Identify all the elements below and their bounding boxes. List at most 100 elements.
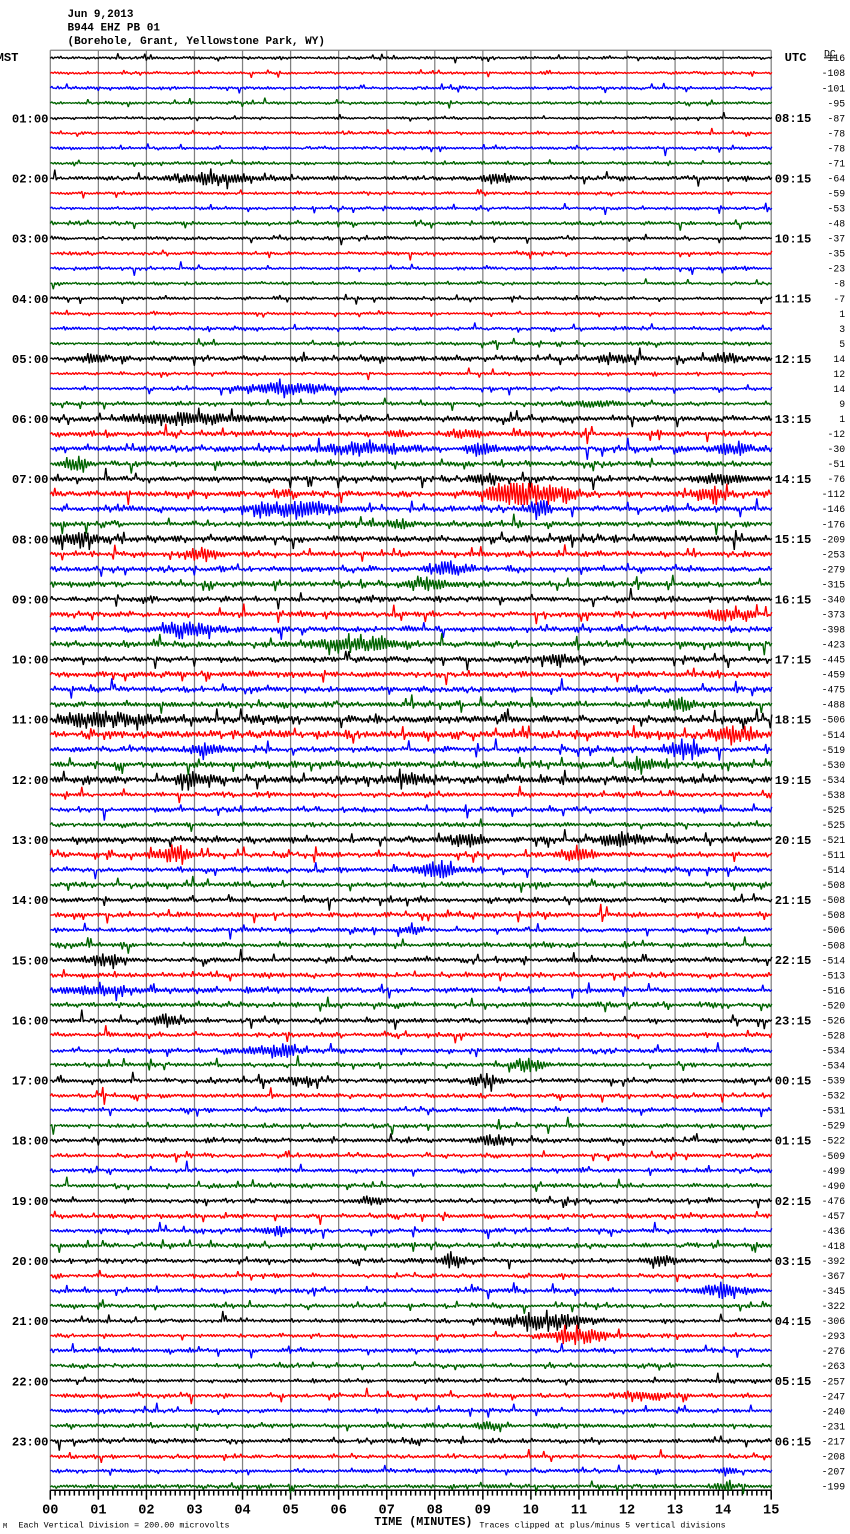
svg-text:-30: -30 <box>828 444 846 455</box>
svg-text:-231: -231 <box>822 1421 846 1432</box>
svg-text:14: 14 <box>715 1504 731 1519</box>
svg-text:18:15: 18:15 <box>775 714 812 728</box>
svg-text:19:00: 19:00 <box>12 1195 49 1209</box>
svg-text:-490: -490 <box>822 1181 846 1192</box>
svg-text:-95: -95 <box>828 98 846 109</box>
svg-text:10:00: 10:00 <box>12 654 49 668</box>
svg-text:20:00: 20:00 <box>12 1255 49 1269</box>
svg-text:-208: -208 <box>822 1452 846 1463</box>
svg-text:01:00: 01:00 <box>12 112 49 126</box>
svg-text:-531: -531 <box>822 1106 846 1117</box>
svg-text:-508: -508 <box>822 940 846 951</box>
svg-text:-459: -459 <box>822 670 846 681</box>
svg-text:-8: -8 <box>833 279 845 290</box>
svg-text:-418: -418 <box>822 1241 846 1252</box>
svg-text:-78: -78 <box>828 128 846 139</box>
svg-text:-340: -340 <box>822 595 846 606</box>
svg-text:14:00: 14:00 <box>12 894 49 908</box>
svg-text:08: 08 <box>427 1504 443 1519</box>
svg-text:-534: -534 <box>822 775 846 786</box>
svg-text:-529: -529 <box>822 1121 846 1132</box>
svg-text:11:15: 11:15 <box>775 293 812 307</box>
svg-text:-209: -209 <box>822 534 846 545</box>
svg-text:-345: -345 <box>822 1286 846 1297</box>
svg-text:01:15: 01:15 <box>775 1135 812 1149</box>
svg-text:Each Vertical Division = 200.: Each Vertical Division = 200.00 microvol… <box>19 1521 230 1531</box>
svg-text:15:15: 15:15 <box>775 533 812 547</box>
svg-text:01: 01 <box>90 1504 106 1519</box>
svg-text:21:00: 21:00 <box>12 1315 49 1329</box>
svg-text:B944 EHZ PB 01: B944 EHZ PB 01 <box>68 22 161 34</box>
svg-text:-276: -276 <box>822 1346 846 1357</box>
svg-text:-534: -534 <box>822 1061 846 1072</box>
svg-text:13: 13 <box>667 1504 683 1519</box>
svg-text:00:15: 00:15 <box>775 1075 812 1089</box>
svg-text:-398: -398 <box>822 625 846 636</box>
svg-text:(Borehole, Grant, Yellowstone: (Borehole, Grant, Yellowstone Park, WY) <box>68 36 325 48</box>
svg-text:03: 03 <box>186 1504 202 1519</box>
svg-text:-263: -263 <box>822 1361 846 1372</box>
svg-text:02:15: 02:15 <box>775 1195 812 1209</box>
svg-text:-516: -516 <box>822 985 846 996</box>
svg-text:08:00: 08:00 <box>12 533 49 547</box>
svg-text:-508: -508 <box>822 910 846 921</box>
svg-text:10:15: 10:15 <box>775 233 812 247</box>
svg-text:1: 1 <box>839 309 845 320</box>
svg-text:-457: -457 <box>822 1211 846 1222</box>
svg-text:-101: -101 <box>822 83 846 94</box>
svg-text:17:15: 17:15 <box>775 654 812 668</box>
svg-text:-499: -499 <box>822 1166 846 1177</box>
svg-text:-509: -509 <box>822 1151 846 1162</box>
svg-text:14: 14 <box>833 384 845 395</box>
svg-text:22:00: 22:00 <box>12 1375 49 1389</box>
svg-text:-534: -534 <box>822 1046 846 1057</box>
svg-text:08:15: 08:15 <box>775 112 812 126</box>
svg-text:-315: -315 <box>822 579 846 590</box>
svg-text:-476: -476 <box>822 1196 846 1207</box>
svg-text:12: 12 <box>833 369 845 380</box>
svg-text:-247: -247 <box>822 1391 846 1402</box>
svg-text:12:15: 12:15 <box>775 353 812 367</box>
svg-text:05: 05 <box>282 1504 298 1519</box>
svg-text:23:00: 23:00 <box>12 1435 49 1449</box>
svg-text:14:15: 14:15 <box>775 473 812 487</box>
svg-text:03:15: 03:15 <box>775 1255 812 1269</box>
svg-text:-35: -35 <box>828 249 846 260</box>
svg-text:-306: -306 <box>822 1316 846 1327</box>
svg-text:-12: -12 <box>828 429 846 440</box>
svg-text:-257: -257 <box>822 1376 846 1387</box>
svg-text:06:00: 06:00 <box>12 413 49 427</box>
svg-text:06:15: 06:15 <box>775 1435 812 1449</box>
svg-text:3: 3 <box>839 324 845 335</box>
svg-text:DC: DC <box>824 48 836 59</box>
svg-text:05:00: 05:00 <box>12 353 49 367</box>
svg-text:07: 07 <box>379 1504 395 1519</box>
svg-text:10: 10 <box>523 1504 539 1519</box>
svg-text:09: 09 <box>475 1504 491 1519</box>
svg-text:UTC: UTC <box>785 51 807 65</box>
svg-text:04:15: 04:15 <box>775 1315 812 1329</box>
svg-text:-51: -51 <box>828 459 846 470</box>
svg-text:09:00: 09:00 <box>12 594 49 608</box>
svg-text:116: 116 <box>828 53 846 64</box>
svg-text:-521: -521 <box>822 835 846 846</box>
svg-text:02: 02 <box>138 1504 154 1519</box>
svg-text:-199: -199 <box>822 1482 846 1493</box>
svg-text:-528: -528 <box>822 1031 846 1042</box>
svg-text:14: 14 <box>833 354 845 365</box>
svg-text:-519: -519 <box>822 745 846 756</box>
svg-text:-71: -71 <box>828 158 846 169</box>
svg-text:04:00: 04:00 <box>12 293 49 307</box>
svg-text:-373: -373 <box>822 610 846 621</box>
svg-text:-253: -253 <box>822 549 846 560</box>
svg-text:-7: -7 <box>833 294 845 305</box>
svg-text:-279: -279 <box>822 564 846 575</box>
svg-text:-423: -423 <box>822 640 846 651</box>
svg-text:13:15: 13:15 <box>775 413 812 427</box>
svg-text:1: 1 <box>839 414 845 425</box>
svg-text:-508: -508 <box>822 880 846 891</box>
svg-text:-532: -532 <box>822 1091 846 1102</box>
svg-text:22:15: 22:15 <box>775 954 812 968</box>
svg-text:-475: -475 <box>822 685 846 696</box>
svg-text:-76: -76 <box>828 474 846 485</box>
